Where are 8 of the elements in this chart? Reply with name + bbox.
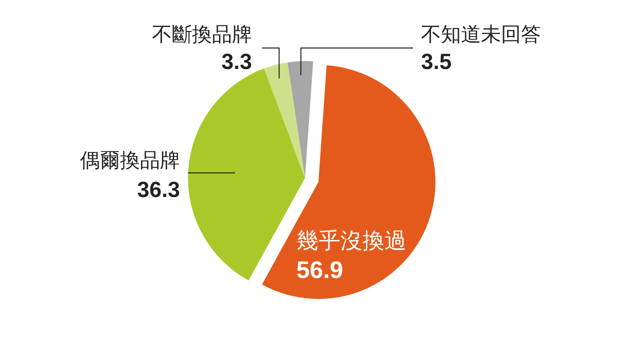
data-label: 3.3 — [221, 49, 252, 74]
slice-label: 不斷換品牌 — [152, 24, 252, 46]
data-label: 36.3 — [137, 176, 180, 202]
slice-label: 不知道未回答 — [421, 24, 541, 46]
slice-label: 幾乎沒換過 — [296, 228, 406, 253]
data-label: 56.9 — [296, 256, 344, 284]
slice-label: 偶爾換品牌 — [80, 150, 180, 172]
data-label: 3.5 — [421, 49, 452, 74]
